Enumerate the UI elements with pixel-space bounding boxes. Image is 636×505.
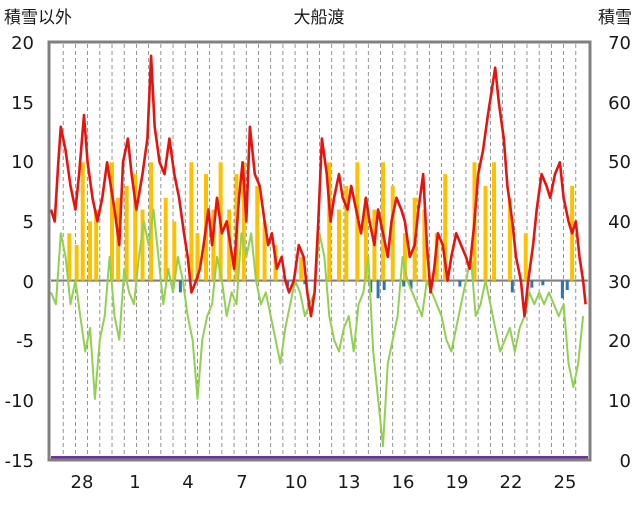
blue-bar xyxy=(303,280,307,285)
y-right-tick-label: 20 xyxy=(608,331,631,352)
orange-bar xyxy=(380,162,385,281)
orange-bar xyxy=(80,162,85,281)
y-left-tick-label: 0 xyxy=(23,272,34,293)
right-axis-title: 積雪 xyxy=(598,8,632,28)
orange-bar xyxy=(74,245,79,281)
orange-bar xyxy=(163,197,168,281)
chart-title: 大船渡 xyxy=(294,8,345,28)
x-tick-label: 19 xyxy=(446,472,469,493)
red-series-layer xyxy=(49,54,587,318)
y-left-tick-label: 5 xyxy=(23,212,34,233)
blue-bar xyxy=(510,280,514,293)
x-tick-label: 28 xyxy=(71,472,94,493)
blue-bar xyxy=(458,280,462,287)
orange-bar xyxy=(172,221,177,281)
blue-bar xyxy=(409,280,413,289)
blue-bar xyxy=(286,280,290,287)
orange-bar xyxy=(422,209,427,281)
orange-bar xyxy=(402,233,407,281)
y-left-tick-label: -15 xyxy=(5,451,34,472)
x-tick-label: 22 xyxy=(500,472,523,493)
orange-bar xyxy=(507,197,512,281)
y-left-tick-label: -10 xyxy=(5,391,34,412)
orange-bar xyxy=(124,185,129,281)
y-right-tick-label: 0 xyxy=(620,451,631,472)
x-tick-label: 1 xyxy=(129,472,140,493)
y-right-tick-label: 60 xyxy=(608,93,631,114)
orange-bar xyxy=(195,233,200,281)
blue-bar xyxy=(178,280,182,293)
left-axis-title: 積雪以外 xyxy=(4,8,72,28)
orange-bar xyxy=(492,162,497,281)
blue-bar xyxy=(541,280,545,286)
orange-bar xyxy=(483,185,488,281)
y-right-tick-label: 70 xyxy=(608,33,631,54)
x-tick-label: 16 xyxy=(392,472,415,493)
orange-bar xyxy=(241,162,246,281)
orange-bar xyxy=(110,162,115,281)
orange-bar xyxy=(140,209,145,281)
x-tick-label: 13 xyxy=(338,472,361,493)
y-left-tick-label: 20 xyxy=(11,33,34,54)
orange-bar xyxy=(67,233,72,281)
blue-bar xyxy=(382,280,386,291)
y-left-tick-label: -5 xyxy=(16,331,34,352)
orange-bar xyxy=(299,256,304,281)
x-tick-label: 7 xyxy=(236,472,247,493)
orange-bar xyxy=(94,209,99,281)
orange-bar xyxy=(189,162,194,281)
red-series-line xyxy=(49,54,587,318)
orange-bar xyxy=(88,221,93,281)
plot-frame xyxy=(47,40,592,462)
blue-bar xyxy=(402,280,406,287)
blue-bar xyxy=(530,280,534,288)
orange-bar xyxy=(363,197,368,281)
x-tick-label: 25 xyxy=(554,472,577,493)
x-tick-label: 4 xyxy=(182,472,193,493)
blue-bar xyxy=(376,280,380,299)
orange-bar xyxy=(443,174,448,281)
orange-bar xyxy=(390,185,395,281)
y-left-tick-label: 10 xyxy=(11,152,34,173)
orange-bar xyxy=(255,185,260,281)
y-right-tick-label: 40 xyxy=(608,212,631,233)
y-right-tick-label: 50 xyxy=(608,152,631,173)
orange-bar xyxy=(344,185,349,281)
blue-bar xyxy=(565,280,569,291)
orange-bar xyxy=(523,233,528,281)
blue-bar xyxy=(560,280,564,299)
y-right-tick-label: 10 xyxy=(608,391,631,412)
y-right-tick-label: 30 xyxy=(608,272,631,293)
orange-bar xyxy=(262,221,267,281)
x-tick-label: 10 xyxy=(285,472,308,493)
orange-bar xyxy=(337,209,342,281)
y-left-tick-label: 15 xyxy=(11,93,34,114)
orange-bar xyxy=(133,174,138,281)
